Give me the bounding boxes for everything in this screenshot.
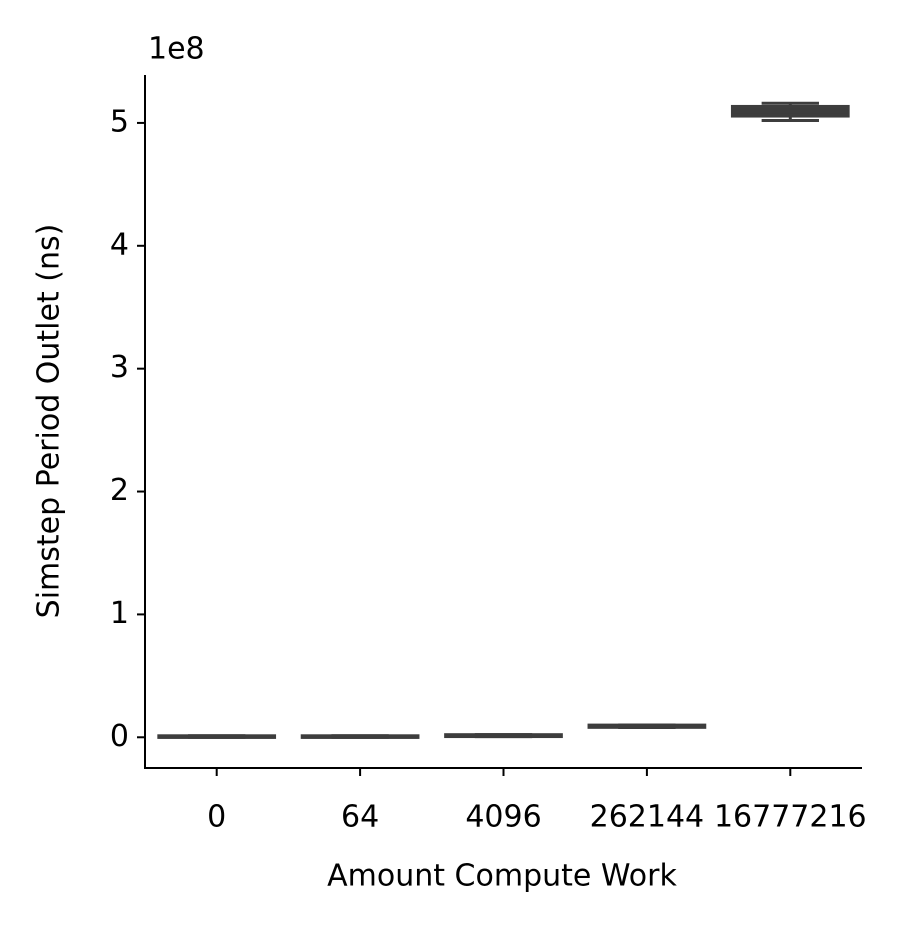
y-tick-label: 1 [110,596,129,631]
y-tick-label: 0 [110,719,129,754]
y-axis-label: Simstep Period Outlet (ns) [32,224,67,619]
x-tick-label: 16777216 [714,800,867,835]
x-axis-label: Amount Compute Work [327,859,677,894]
x-tick-label: 262144 [590,800,705,835]
y-tick-label: 4 [110,227,129,262]
y-tick-label: 3 [110,350,129,385]
x-tick-label: 4096 [465,800,541,835]
y-tick-label: 2 [110,473,129,508]
y-offset-label: 1e8 [148,32,205,67]
y-tick-label: 5 [110,104,129,139]
x-tick-label: 0 [207,800,226,835]
x-tick-label: 64 [341,800,379,835]
